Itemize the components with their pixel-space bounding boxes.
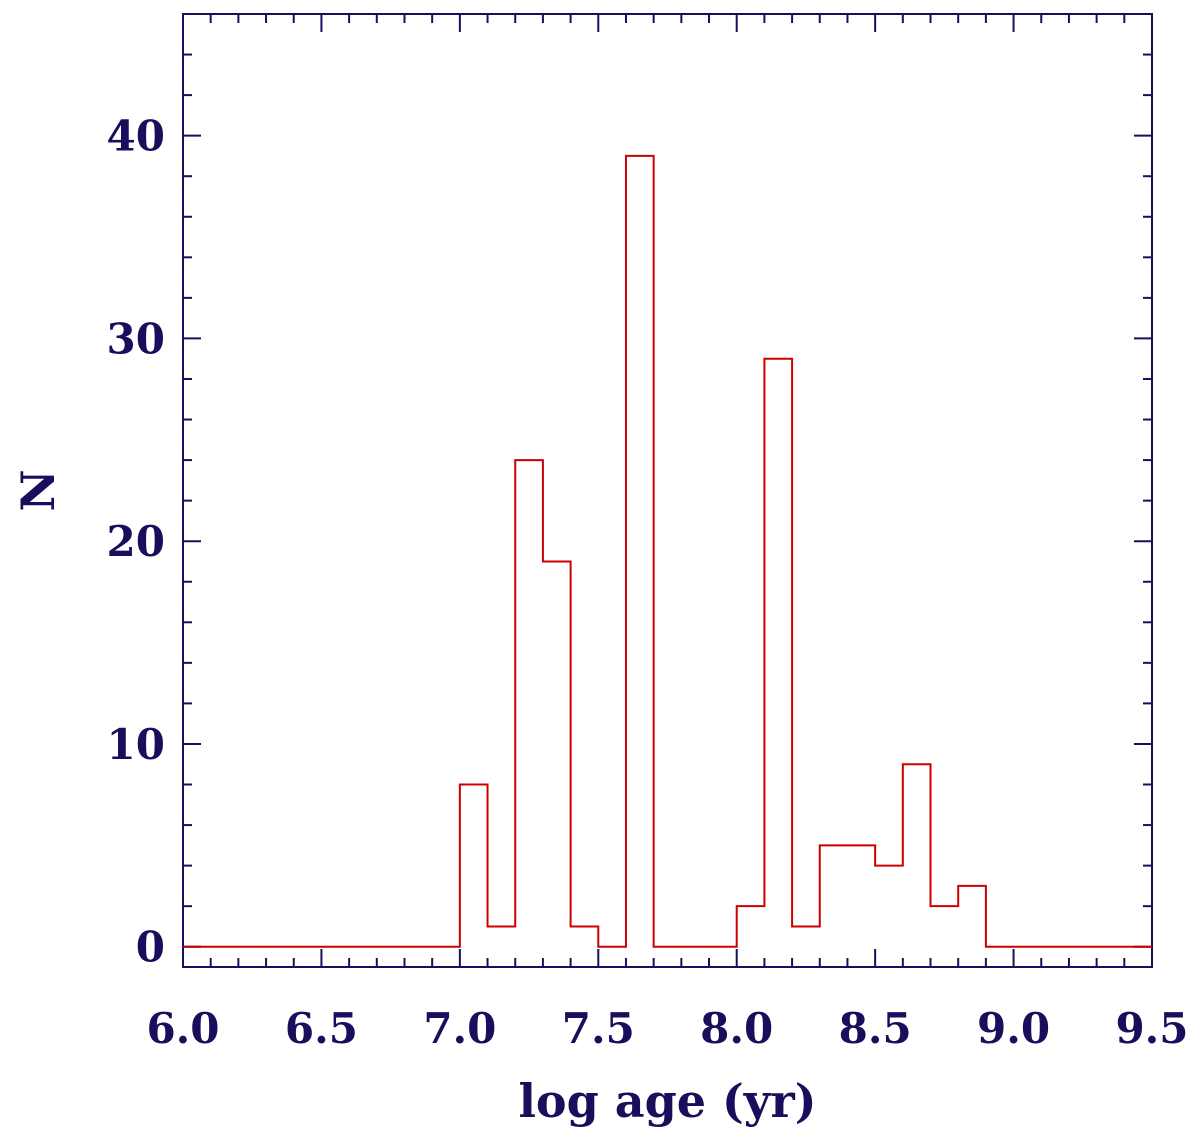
axis-ticks	[182, 14, 1153, 967]
y-tick-label: 0	[136, 923, 165, 972]
y-tick-label: 40	[107, 112, 165, 161]
x-axis-label: log age (yr)	[518, 1074, 816, 1128]
x-tick-label: 7.0	[423, 1004, 496, 1053]
y-axis-label: N	[11, 469, 65, 511]
x-tick-label: 6.0	[146, 1004, 219, 1053]
x-tick-label: 8.0	[700, 1004, 773, 1053]
x-tick-label: 8.5	[839, 1004, 912, 1053]
histogram-step-line	[183, 154, 1152, 948]
x-tick-label: 9.5	[1115, 1004, 1188, 1053]
y-tick-label: 10	[107, 720, 165, 769]
y-tick-label: 30	[107, 314, 165, 363]
x-tick-label: 6.5	[285, 1004, 358, 1053]
axis-tick-labels: 6.0 6.5 7.0 7.5 8.0 8.5 9.0 9.5 0 10 20 30 40	[107, 112, 1189, 1053]
plot-frame	[182, 13, 1153, 968]
x-tick-label: 7.5	[562, 1004, 635, 1053]
x-tick-label: 9.0	[977, 1004, 1050, 1053]
y-tick-label: 20	[107, 517, 165, 566]
